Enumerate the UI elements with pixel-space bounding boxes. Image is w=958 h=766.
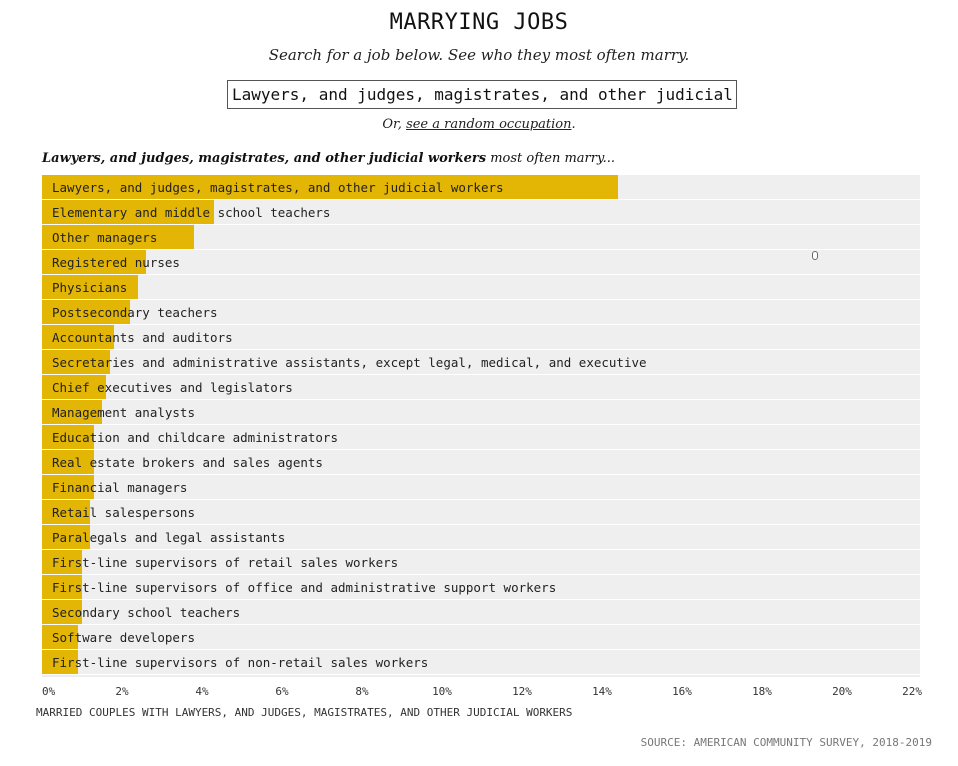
bar-label: Financial managers bbox=[52, 480, 187, 495]
bar-label: Retail salespersons bbox=[52, 505, 195, 520]
bar[interactable] bbox=[42, 350, 110, 374]
random-suffix: . bbox=[571, 117, 576, 132]
x-tick-label: 12% bbox=[512, 685, 532, 698]
bar[interactable] bbox=[42, 500, 90, 524]
bar[interactable] bbox=[42, 450, 94, 474]
x-tick-label: 20% bbox=[832, 685, 852, 698]
bar-track bbox=[42, 425, 920, 449]
bar-track bbox=[42, 300, 920, 324]
chart-heading-tail: most often marry... bbox=[486, 151, 615, 166]
bar-label: Real estate brokers and sales agents bbox=[52, 455, 323, 470]
chart-heading-occupation: Lawyers, and judges, magistrates, and ot… bbox=[42, 151, 487, 166]
bar[interactable] bbox=[42, 475, 94, 499]
x-tick-label: 2% bbox=[115, 685, 129, 698]
bar-label: Other managers bbox=[52, 230, 157, 245]
bar[interactable] bbox=[42, 225, 194, 249]
x-tick-label: 16% bbox=[672, 685, 692, 698]
bar-label: Software developers bbox=[52, 630, 195, 645]
bar-track bbox=[42, 325, 920, 349]
bar-track bbox=[42, 350, 920, 374]
bar-label: First-line supervisors of non-retail sal… bbox=[52, 655, 428, 670]
x-tick-label: 4% bbox=[195, 685, 209, 698]
bar[interactable] bbox=[42, 175, 618, 199]
bar-track bbox=[42, 550, 920, 574]
x-tick-label: 10% bbox=[432, 685, 452, 698]
chart-heading: Lawyers, and judges, magistrates, and ot… bbox=[42, 151, 615, 166]
bar-label: Management analysts bbox=[52, 405, 195, 420]
page-title: MARRYING JOBS bbox=[389, 10, 569, 35]
bar-track bbox=[42, 475, 920, 499]
bar-label: Secretaries and administrative assistant… bbox=[52, 355, 647, 370]
bar-track bbox=[42, 600, 920, 624]
bar-track bbox=[42, 375, 920, 399]
bar-label: Education and childcare administrators bbox=[52, 430, 338, 445]
bar[interactable] bbox=[42, 600, 82, 624]
bar-label: Registered nurses bbox=[52, 255, 180, 270]
bar[interactable] bbox=[42, 575, 82, 599]
x-tick-label: 0% bbox=[42, 685, 56, 698]
bar-label: Chief executives and legislators bbox=[52, 380, 293, 395]
bar-label: Lawyers, and judges, magistrates, and ot… bbox=[52, 180, 504, 195]
bar[interactable] bbox=[42, 625, 78, 649]
bar-track bbox=[42, 525, 920, 549]
bar[interactable] bbox=[42, 525, 90, 549]
random-prefix: Or, bbox=[382, 117, 407, 132]
bar-label: Accountants and auditors bbox=[52, 330, 233, 345]
bar-label: Paralegals and legal assistants bbox=[52, 530, 285, 545]
x-tick-label: 8% bbox=[355, 685, 369, 698]
bar[interactable] bbox=[42, 200, 214, 224]
bar-track bbox=[42, 450, 920, 474]
bar-track bbox=[42, 275, 920, 299]
bar[interactable] bbox=[42, 400, 102, 424]
source-note: SOURCE: AMERICAN COMMUNITY SURVEY, 2018-… bbox=[640, 736, 932, 749]
bar[interactable] bbox=[42, 275, 138, 299]
bar-track bbox=[42, 500, 920, 524]
x-tick-label: 22% bbox=[902, 685, 922, 698]
bar-label: First-line supervisors of office and adm… bbox=[52, 580, 556, 595]
random-occupation-link[interactable]: see a random occupation bbox=[406, 117, 572, 132]
bar-track bbox=[42, 625, 920, 649]
bar[interactable] bbox=[42, 425, 94, 449]
x-tick-label: 14% bbox=[592, 685, 612, 698]
bar-label: Postsecondary teachers bbox=[52, 305, 218, 320]
bar[interactable] bbox=[42, 375, 106, 399]
x-tick-label: 18% bbox=[752, 685, 772, 698]
bar-track bbox=[42, 575, 920, 599]
bar[interactable] bbox=[42, 550, 82, 574]
bar-label: Elementary and middle school teachers bbox=[52, 205, 330, 220]
bar-track bbox=[42, 650, 920, 674]
mouse-cursor-icon bbox=[812, 251, 818, 260]
bar[interactable] bbox=[42, 250, 146, 274]
x-tick-label: 6% bbox=[275, 685, 289, 698]
bar-label: First-line supervisors of retail sales w… bbox=[52, 555, 398, 570]
bar[interactable] bbox=[42, 650, 78, 674]
bar-track bbox=[42, 400, 920, 424]
occupation-search-input[interactable] bbox=[227, 80, 737, 109]
x-axis-label: MARRIED COUPLES WITH LAWYERS, AND JUDGES… bbox=[36, 706, 573, 719]
bar-label: Secondary school teachers bbox=[52, 605, 240, 620]
bar-label: Physicians bbox=[52, 280, 127, 295]
bar[interactable] bbox=[42, 325, 114, 349]
bar[interactable] bbox=[42, 300, 130, 324]
random-occupation-line: Or, see a random occupation. bbox=[0, 117, 958, 132]
bar-track bbox=[42, 250, 920, 274]
page-subtitle: Search for a job below. See who they mos… bbox=[268, 46, 690, 64]
